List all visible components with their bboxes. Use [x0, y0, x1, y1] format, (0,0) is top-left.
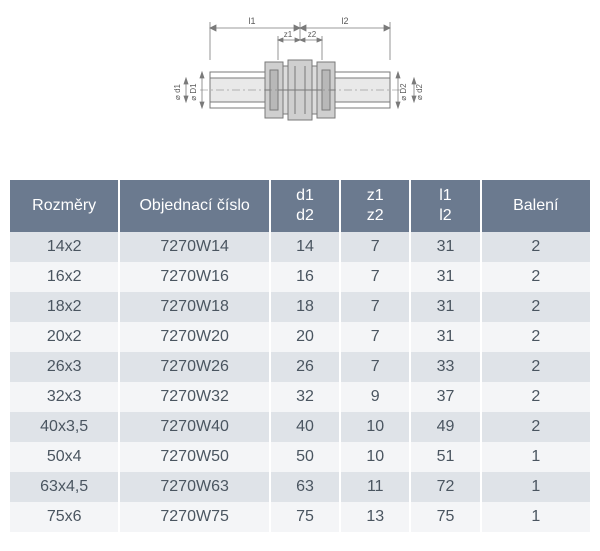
col-header-baleni: Balení — [481, 180, 590, 232]
cell-obj: 7270W16 — [119, 262, 270, 292]
dim-z1-label: z1 — [284, 30, 293, 39]
cell-obj: 7270W26 — [119, 352, 270, 382]
cell-d: 63 — [270, 472, 340, 502]
cell-z: 7 — [340, 292, 410, 322]
cell-l: 51 — [410, 442, 480, 472]
cell-z: 7 — [340, 262, 410, 292]
cell-rozmery: 20x2 — [10, 322, 119, 352]
cell-d: 16 — [270, 262, 340, 292]
cell-z: 10 — [340, 412, 410, 442]
cell-d: 14 — [270, 232, 340, 262]
cell-d: 26 — [270, 352, 340, 382]
cell-baleni: 2 — [481, 292, 590, 322]
cell-z: 13 — [340, 502, 410, 532]
dim-l1-label: l1 — [248, 16, 255, 26]
cell-z: 7 — [340, 322, 410, 352]
dim-l2-label: l2 — [341, 16, 348, 26]
cell-obj: 7270W18 — [119, 292, 270, 322]
technical-diagram: l1 l2 z1 z2 — [0, 0, 600, 180]
dim-d2-label: ⌀ d2 — [415, 83, 424, 99]
table-row: 32x37270W32329372 — [10, 382, 590, 412]
table-header: RozměryObjednací číslod1d2z1z2l1l2Balení — [10, 180, 590, 232]
table-row: 14x27270W14147312 — [10, 232, 590, 262]
cell-obj: 7270W75 — [119, 502, 270, 532]
spec-table: RozměryObjednací číslod1d2z1z2l1l2Balení… — [10, 180, 590, 532]
cell-rozmery: 16x2 — [10, 262, 119, 292]
cell-l: 31 — [410, 232, 480, 262]
cell-z: 7 — [340, 352, 410, 382]
cell-rozmery: 18x2 — [10, 292, 119, 322]
dim-D1-label: ⌀ D1 — [189, 83, 198, 101]
cell-z: 9 — [340, 382, 410, 412]
cell-d: 75 — [270, 502, 340, 532]
cell-obj: 7270W63 — [119, 472, 270, 502]
cell-d: 40 — [270, 412, 340, 442]
table-row: 16x27270W16167312 — [10, 262, 590, 292]
cell-l: 75 — [410, 502, 480, 532]
cell-l: 37 — [410, 382, 480, 412]
table-row: 18x27270W18187312 — [10, 292, 590, 322]
table-row: 50x47270W505010511 — [10, 442, 590, 472]
cell-baleni: 2 — [481, 382, 590, 412]
cell-obj: 7270W40 — [119, 412, 270, 442]
cell-l: 31 — [410, 322, 480, 352]
col-header-obj: Objednací číslo — [119, 180, 270, 232]
cell-d: 20 — [270, 322, 340, 352]
table-row: 20x27270W20207312 — [10, 322, 590, 352]
table-row: 40x3,57270W404010492 — [10, 412, 590, 442]
dim-z2-label: z2 — [308, 30, 317, 39]
cell-rozmery: 26x3 — [10, 352, 119, 382]
cell-l: 49 — [410, 412, 480, 442]
col-header-z: z1z2 — [340, 180, 410, 232]
cell-rozmery: 50x4 — [10, 442, 119, 472]
cell-rozmery: 40x3,5 — [10, 412, 119, 442]
cell-baleni: 1 — [481, 472, 590, 502]
cell-l: 72 — [410, 472, 480, 502]
cell-z: 10 — [340, 442, 410, 472]
cell-rozmery: 63x4,5 — [10, 472, 119, 502]
cell-baleni: 2 — [481, 352, 590, 382]
cell-obj: 7270W14 — [119, 232, 270, 262]
cell-l: 31 — [410, 292, 480, 322]
cell-d: 18 — [270, 292, 340, 322]
cell-d: 32 — [270, 382, 340, 412]
cell-baleni: 2 — [481, 262, 590, 292]
cell-rozmery: 32x3 — [10, 382, 119, 412]
cell-rozmery: 75x6 — [10, 502, 119, 532]
table-body: 14x27270W1414731216x27270W1616731218x272… — [10, 232, 590, 532]
cell-baleni: 2 — [481, 232, 590, 262]
cell-l: 33 — [410, 352, 480, 382]
col-header-d: d1d2 — [270, 180, 340, 232]
dim-d1-label: ⌀ d1 — [173, 83, 182, 99]
cell-z: 11 — [340, 472, 410, 502]
cell-baleni: 1 — [481, 502, 590, 532]
cell-obj: 7270W32 — [119, 382, 270, 412]
dim-D2-label: ⌀ D2 — [399, 83, 408, 101]
cell-baleni: 1 — [481, 442, 590, 472]
cell-z: 7 — [340, 232, 410, 262]
col-header-l: l1l2 — [410, 180, 480, 232]
cell-obj: 7270W20 — [119, 322, 270, 352]
cell-baleni: 2 — [481, 412, 590, 442]
cell-l: 31 — [410, 262, 480, 292]
cell-d: 50 — [270, 442, 340, 472]
cell-baleni: 2 — [481, 322, 590, 352]
table-row: 75x67270W757513751 — [10, 502, 590, 532]
table-row: 63x4,57270W636311721 — [10, 472, 590, 502]
col-header-rozmery: Rozměry — [10, 180, 119, 232]
cell-obj: 7270W50 — [119, 442, 270, 472]
table-row: 26x37270W26267332 — [10, 352, 590, 382]
coupling-drawing: l1 l2 z1 z2 — [170, 10, 430, 150]
cell-rozmery: 14x2 — [10, 232, 119, 262]
